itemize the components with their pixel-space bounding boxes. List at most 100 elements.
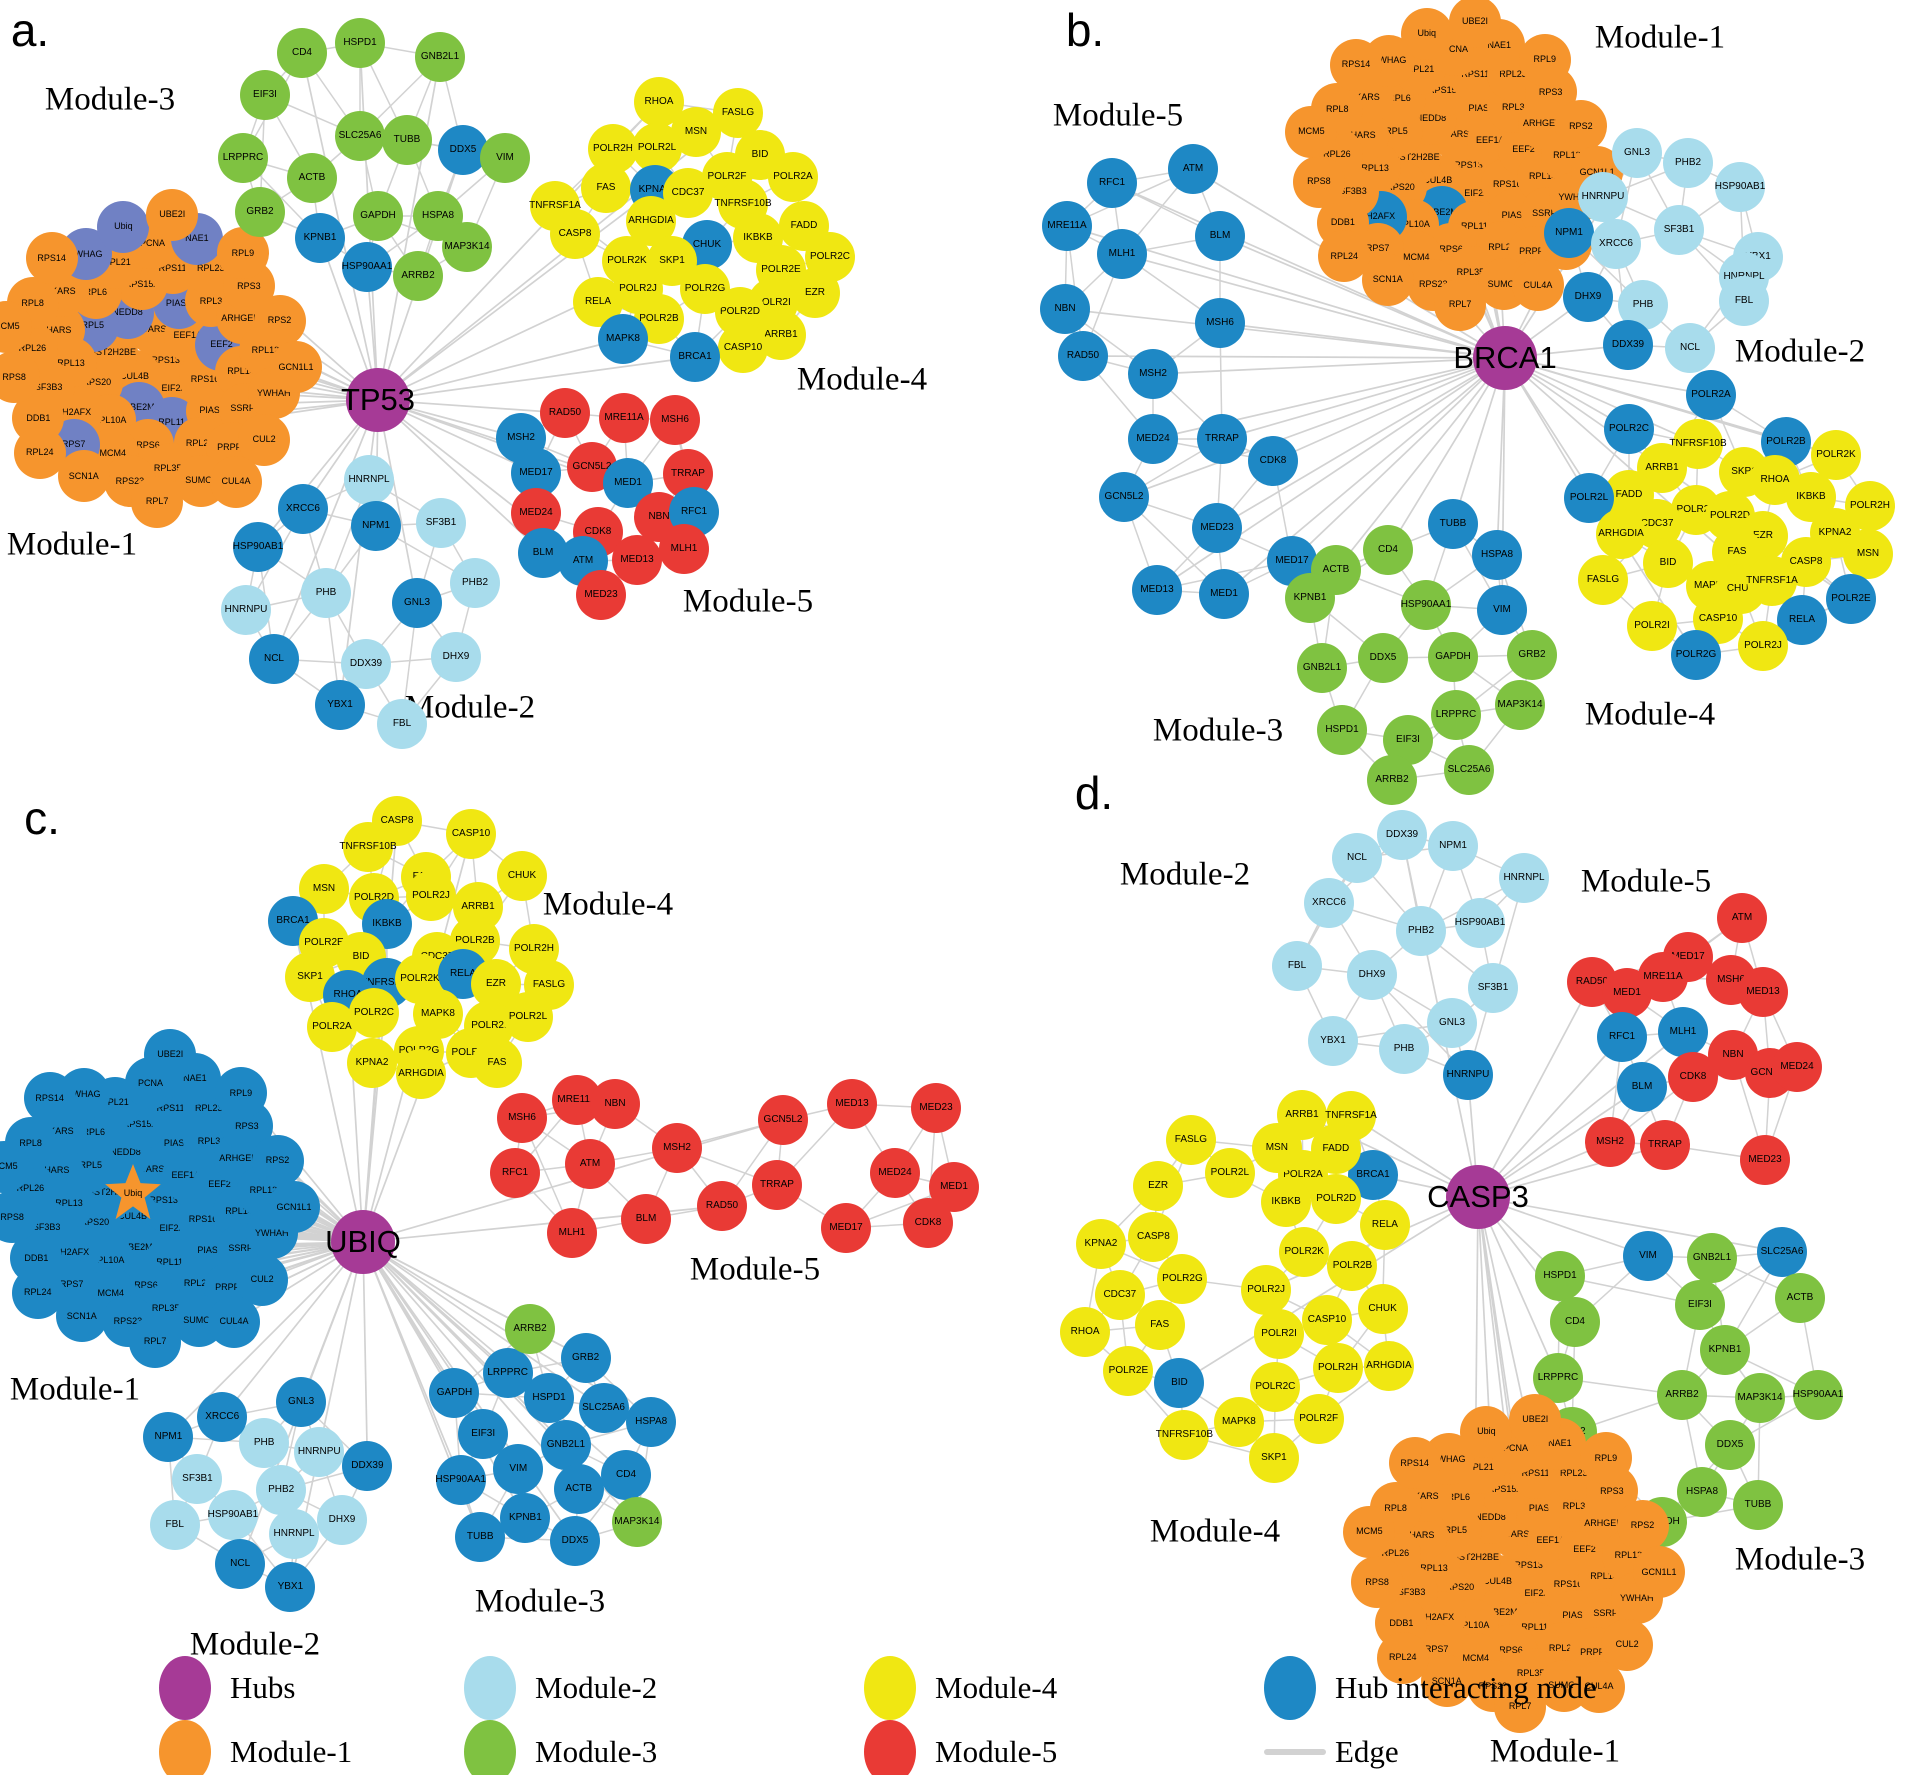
legend-swatch-hubs	[159, 1656, 211, 1720]
module-label: Module-4	[1584, 696, 1716, 733]
module-label: Module-5	[689, 1251, 821, 1288]
gene-node: ARHGDIA	[1363, 1340, 1414, 1391]
legend-swatch-module-1	[159, 1720, 211, 1775]
gene-node: HSP90AA1	[1793, 1370, 1843, 1420]
gene-node: EIF3I	[1383, 715, 1433, 765]
gene-node: HSP90AB1	[233, 522, 283, 572]
gene-node: POLR2I	[1627, 601, 1677, 651]
gene-node: CUL2	[238, 413, 291, 466]
gene-node: ARRB2	[505, 1304, 556, 1355]
gene-node: HSP90AB1	[1715, 162, 1765, 212]
gene-node: SCN1A	[57, 450, 110, 503]
gene-node: PHB	[239, 1417, 290, 1468]
gene-node: DHX9	[431, 632, 481, 682]
gene-node: CHUK	[497, 851, 547, 901]
gene-node: SLC25A6	[1757, 1227, 1807, 1277]
edge	[221, 1241, 364, 1418]
gene-node: BRCA1	[670, 332, 720, 382]
gene-node: NCL	[249, 634, 299, 684]
gene-node: SLC25A6	[335, 111, 385, 161]
gene-node: RHOA	[1060, 1307, 1111, 1358]
gene-node: NPM1	[1544, 208, 1594, 258]
gene-node: PHB2	[1396, 906, 1446, 956]
gene-node: MED24	[1128, 414, 1178, 464]
edge	[1335, 357, 1506, 571]
edge	[377, 56, 441, 401]
gene-node: HNRNPU	[1443, 1050, 1493, 1100]
gene-node: RPS14	[25, 232, 78, 285]
gene-node: ATM	[1168, 144, 1218, 194]
gene-node: POLR2I	[1254, 1309, 1305, 1360]
gene-node: ACTB	[1775, 1273, 1825, 1323]
gene-node: VIM	[1477, 585, 1527, 635]
gene-node: POLR2J	[1241, 1265, 1292, 1315]
gene-node: UBE2I	[144, 1028, 197, 1081]
gene-node: RPS14	[1388, 1437, 1441, 1490]
gene-node: CD4	[1550, 1297, 1600, 1347]
gene-node: MRE11A	[1638, 952, 1688, 1002]
hub-node	[1473, 326, 1537, 390]
gene-node: PHB2	[1663, 138, 1713, 188]
gene-node: TUBB	[382, 115, 432, 165]
gene-node: SKP1	[1248, 1433, 1299, 1484]
edge	[1219, 322, 1506, 359]
gene-node: DDX39	[342, 1441, 393, 1492]
gene-node: NPM1	[351, 501, 401, 551]
module-label: Module-1	[1489, 1733, 1621, 1770]
panel-letter-c: c.	[24, 792, 60, 844]
gene-node: POLR2C	[1604, 404, 1654, 454]
gene-node: BLM	[621, 1194, 671, 1244]
gene-node: GCN1L1	[1633, 1546, 1686, 1599]
gene-node: FAS	[472, 1038, 522, 1088]
edge	[377, 189, 656, 401]
gene-node: ARHGDIA	[1596, 509, 1646, 559]
gene-node: CDC37	[1094, 1270, 1145, 1321]
gene-node: MED24	[870, 1148, 920, 1198]
gene-node: HNRNPU	[294, 1427, 345, 1478]
gene-node: MSN	[1251, 1123, 1302, 1174]
gene-node: RAD50	[1058, 331, 1108, 381]
gene-node: RPL24	[13, 426, 66, 479]
gene-node: ACTB	[553, 1463, 604, 1514]
gene-node: DHX9	[1347, 950, 1397, 1000]
module-label: Module-4	[1149, 1513, 1281, 1550]
gene-node: POLR2A	[307, 1002, 357, 1052]
gene-node: POLR2K	[1811, 430, 1861, 480]
gene-node: GAPDH	[429, 1367, 480, 1418]
gene-node: GNB2L1	[415, 32, 465, 82]
gene-node: KPNB1	[1700, 1325, 1750, 1375]
gene-node: XRCC6	[197, 1392, 248, 1443]
gene-node: ARRB2	[1657, 1370, 1707, 1420]
gene-node: LRPPRC	[482, 1348, 533, 1399]
gene-node: GRB2	[235, 187, 285, 237]
gene-node: HNRNPU	[221, 585, 271, 635]
gene-node: MED13	[827, 1079, 877, 1129]
gene-node: DDX5	[1358, 633, 1408, 683]
gene-node: MED13	[1132, 565, 1182, 615]
gene-node: CASP10	[718, 323, 768, 373]
gene-node: GRB2	[560, 1333, 611, 1384]
gene-node: FBL	[377, 699, 427, 749]
gene-node: NCL	[215, 1538, 266, 1589]
gene-node: GNB2L1	[540, 1420, 591, 1470]
gene-node: FAS	[581, 163, 631, 213]
gene-node: UBE2I	[1509, 1393, 1562, 1446]
gene-node: HSPA8	[626, 1396, 677, 1447]
gene-node: PHB2	[256, 1465, 307, 1515]
gene-node: CUL4A	[1511, 259, 1564, 312]
panel-letter-d: d.	[1074, 767, 1114, 819]
gene-node: NPM1	[1428, 821, 1478, 871]
hub-node	[346, 368, 410, 432]
legend-label: Module-4	[935, 1670, 1058, 1705]
gene-node: HNRNPU	[1578, 172, 1628, 222]
gene-node: POLR2J	[1738, 621, 1788, 671]
gene-node: MED17	[821, 1203, 871, 1253]
gene-node: MCM5	[1343, 1505, 1396, 1558]
gene-node: MED1	[1199, 569, 1249, 619]
gene-node: FBL	[1719, 276, 1769, 326]
gene-node: HSPD1	[1535, 1251, 1585, 1301]
gene-node: MAP3K14	[1735, 1373, 1785, 1423]
gene-node: RPL9	[1579, 1432, 1632, 1485]
gene-node: PHB	[1379, 1024, 1429, 1074]
gene-node: RAD50	[540, 388, 590, 438]
